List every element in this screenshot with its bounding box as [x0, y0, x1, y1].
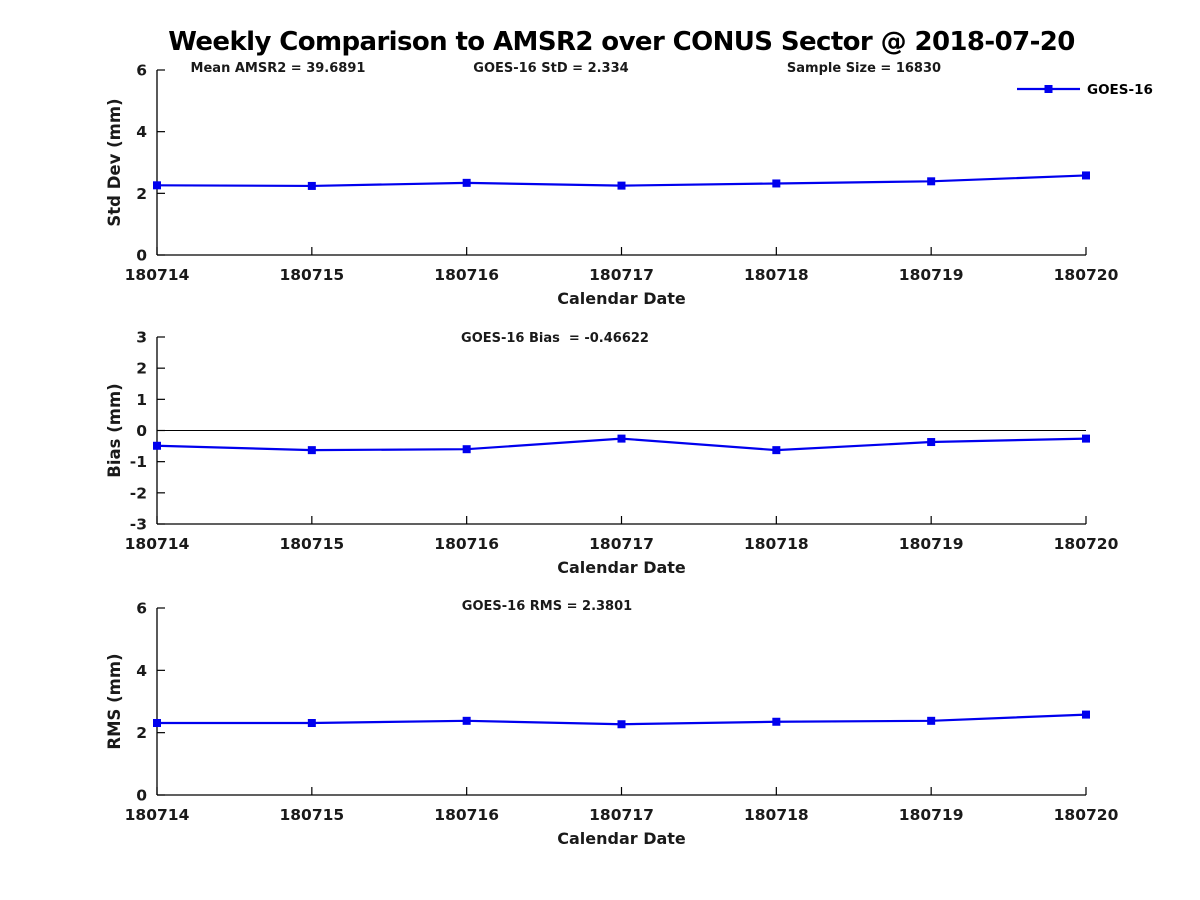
- x-tick-label: 180714: [125, 266, 190, 284]
- x-tick-label: 180714: [125, 535, 190, 553]
- y-tick-label: 0: [136, 247, 147, 265]
- data-point-marker: [617, 434, 626, 443]
- annotation: Sample Size = 16830: [787, 61, 941, 76]
- data-point-marker: [153, 181, 161, 190]
- x-tick-label: 180718: [744, 535, 809, 553]
- data-point-marker: [307, 719, 316, 728]
- x-tick-label: 180715: [279, 535, 344, 553]
- y-tick-label: 6: [136, 62, 147, 80]
- y-tick-label: 4: [136, 662, 147, 680]
- y-axis-label: Bias (mm): [105, 383, 124, 477]
- data-point-marker: [927, 177, 936, 186]
- x-tick-label: 180718: [744, 266, 809, 284]
- legend: GOES-16: [1017, 82, 1153, 98]
- y-tick-label: -3: [130, 516, 147, 534]
- x-tick-label: 180719: [899, 535, 964, 553]
- x-tick-label: 180720: [1054, 535, 1119, 553]
- data-point-marker: [1082, 710, 1090, 719]
- x-tick-label: 180715: [279, 266, 344, 284]
- x-tick-label: 180716: [434, 266, 499, 284]
- y-tick-label: 4: [136, 123, 147, 141]
- data-point-marker: [307, 181, 316, 190]
- data-point-marker: [462, 178, 471, 187]
- x-tick-label: 180718: [744, 806, 809, 824]
- y-axis-label: Std Dev (mm): [105, 98, 124, 226]
- annotation: GOES-16 StD = 2.334: [473, 61, 628, 76]
- x-tick-label: 180717: [589, 535, 654, 553]
- y-tick-label: 0: [136, 787, 147, 805]
- x-tick-label: 180717: [589, 806, 654, 824]
- y-tick-label: 2: [136, 724, 147, 742]
- y-tick-label: -1: [130, 453, 147, 471]
- data-point-marker: [153, 719, 161, 728]
- x-tick-label: 180719: [899, 806, 964, 824]
- annotation: Mean AMSR2 = 39.6891: [191, 61, 366, 76]
- data-point-marker: [772, 179, 781, 188]
- data-point-marker: [772, 717, 781, 726]
- data-point-marker: [462, 716, 471, 725]
- x-tick-label: 180720: [1054, 266, 1119, 284]
- bias-panel: -3 -2 -1 0 1 2 3 180714 180715 180716 180717 180718…: [105, 329, 1119, 578]
- y-tick-label: 1: [136, 391, 147, 409]
- x-tick-label: 180716: [434, 806, 499, 824]
- y-tick-label: 3: [136, 329, 147, 347]
- y-tick-label: 2: [136, 185, 147, 203]
- y-tick-label: 0: [136, 422, 147, 440]
- chart-title: Weekly Comparison to AMSR2 over CONUS Se…: [168, 27, 1075, 57]
- data-point-marker: [462, 445, 471, 454]
- data-point-marker: [307, 446, 316, 455]
- x-tick-label: 180715: [279, 806, 344, 824]
- data-point-marker: [1082, 434, 1090, 443]
- data-point-marker: [1082, 171, 1090, 180]
- y-axis-label: RMS (mm): [105, 653, 124, 749]
- rms-panel: 0 2 4 6 180714 180715 180716 180717 180718 180719…: [105, 599, 1119, 848]
- std-dev-panel: 0 2 4 6 180714 180715 180716 180717 180718 180719…: [105, 61, 1153, 308]
- data-point-marker: [927, 438, 936, 447]
- legend-marker: [1044, 85, 1053, 93]
- x-tick-label: 180714: [125, 806, 190, 824]
- x-axis-label: Calendar Date: [557, 558, 686, 577]
- data-point-marker: [153, 441, 161, 450]
- legend-label: GOES-16: [1087, 82, 1153, 98]
- data-point-marker: [617, 181, 626, 190]
- data-point-marker: [772, 446, 781, 455]
- x-axis-label: Calendar Date: [557, 829, 686, 848]
- x-tick-label: 180716: [434, 535, 499, 553]
- x-tick-label: 180717: [589, 266, 654, 284]
- annotation: GOES-16 RMS = 2.3801: [462, 599, 632, 614]
- x-axis-label: Calendar Date: [557, 289, 686, 308]
- y-tick-label: -2: [130, 484, 147, 502]
- x-tick-label: 180720: [1054, 806, 1119, 824]
- annotation: GOES-16 Bias = -0.46622: [461, 331, 649, 346]
- data-point-marker: [927, 716, 936, 725]
- x-tick-label: 180719: [899, 266, 964, 284]
- y-tick-label: 6: [136, 600, 147, 618]
- data-point-marker: [617, 720, 626, 729]
- y-tick-label: 2: [136, 360, 147, 378]
